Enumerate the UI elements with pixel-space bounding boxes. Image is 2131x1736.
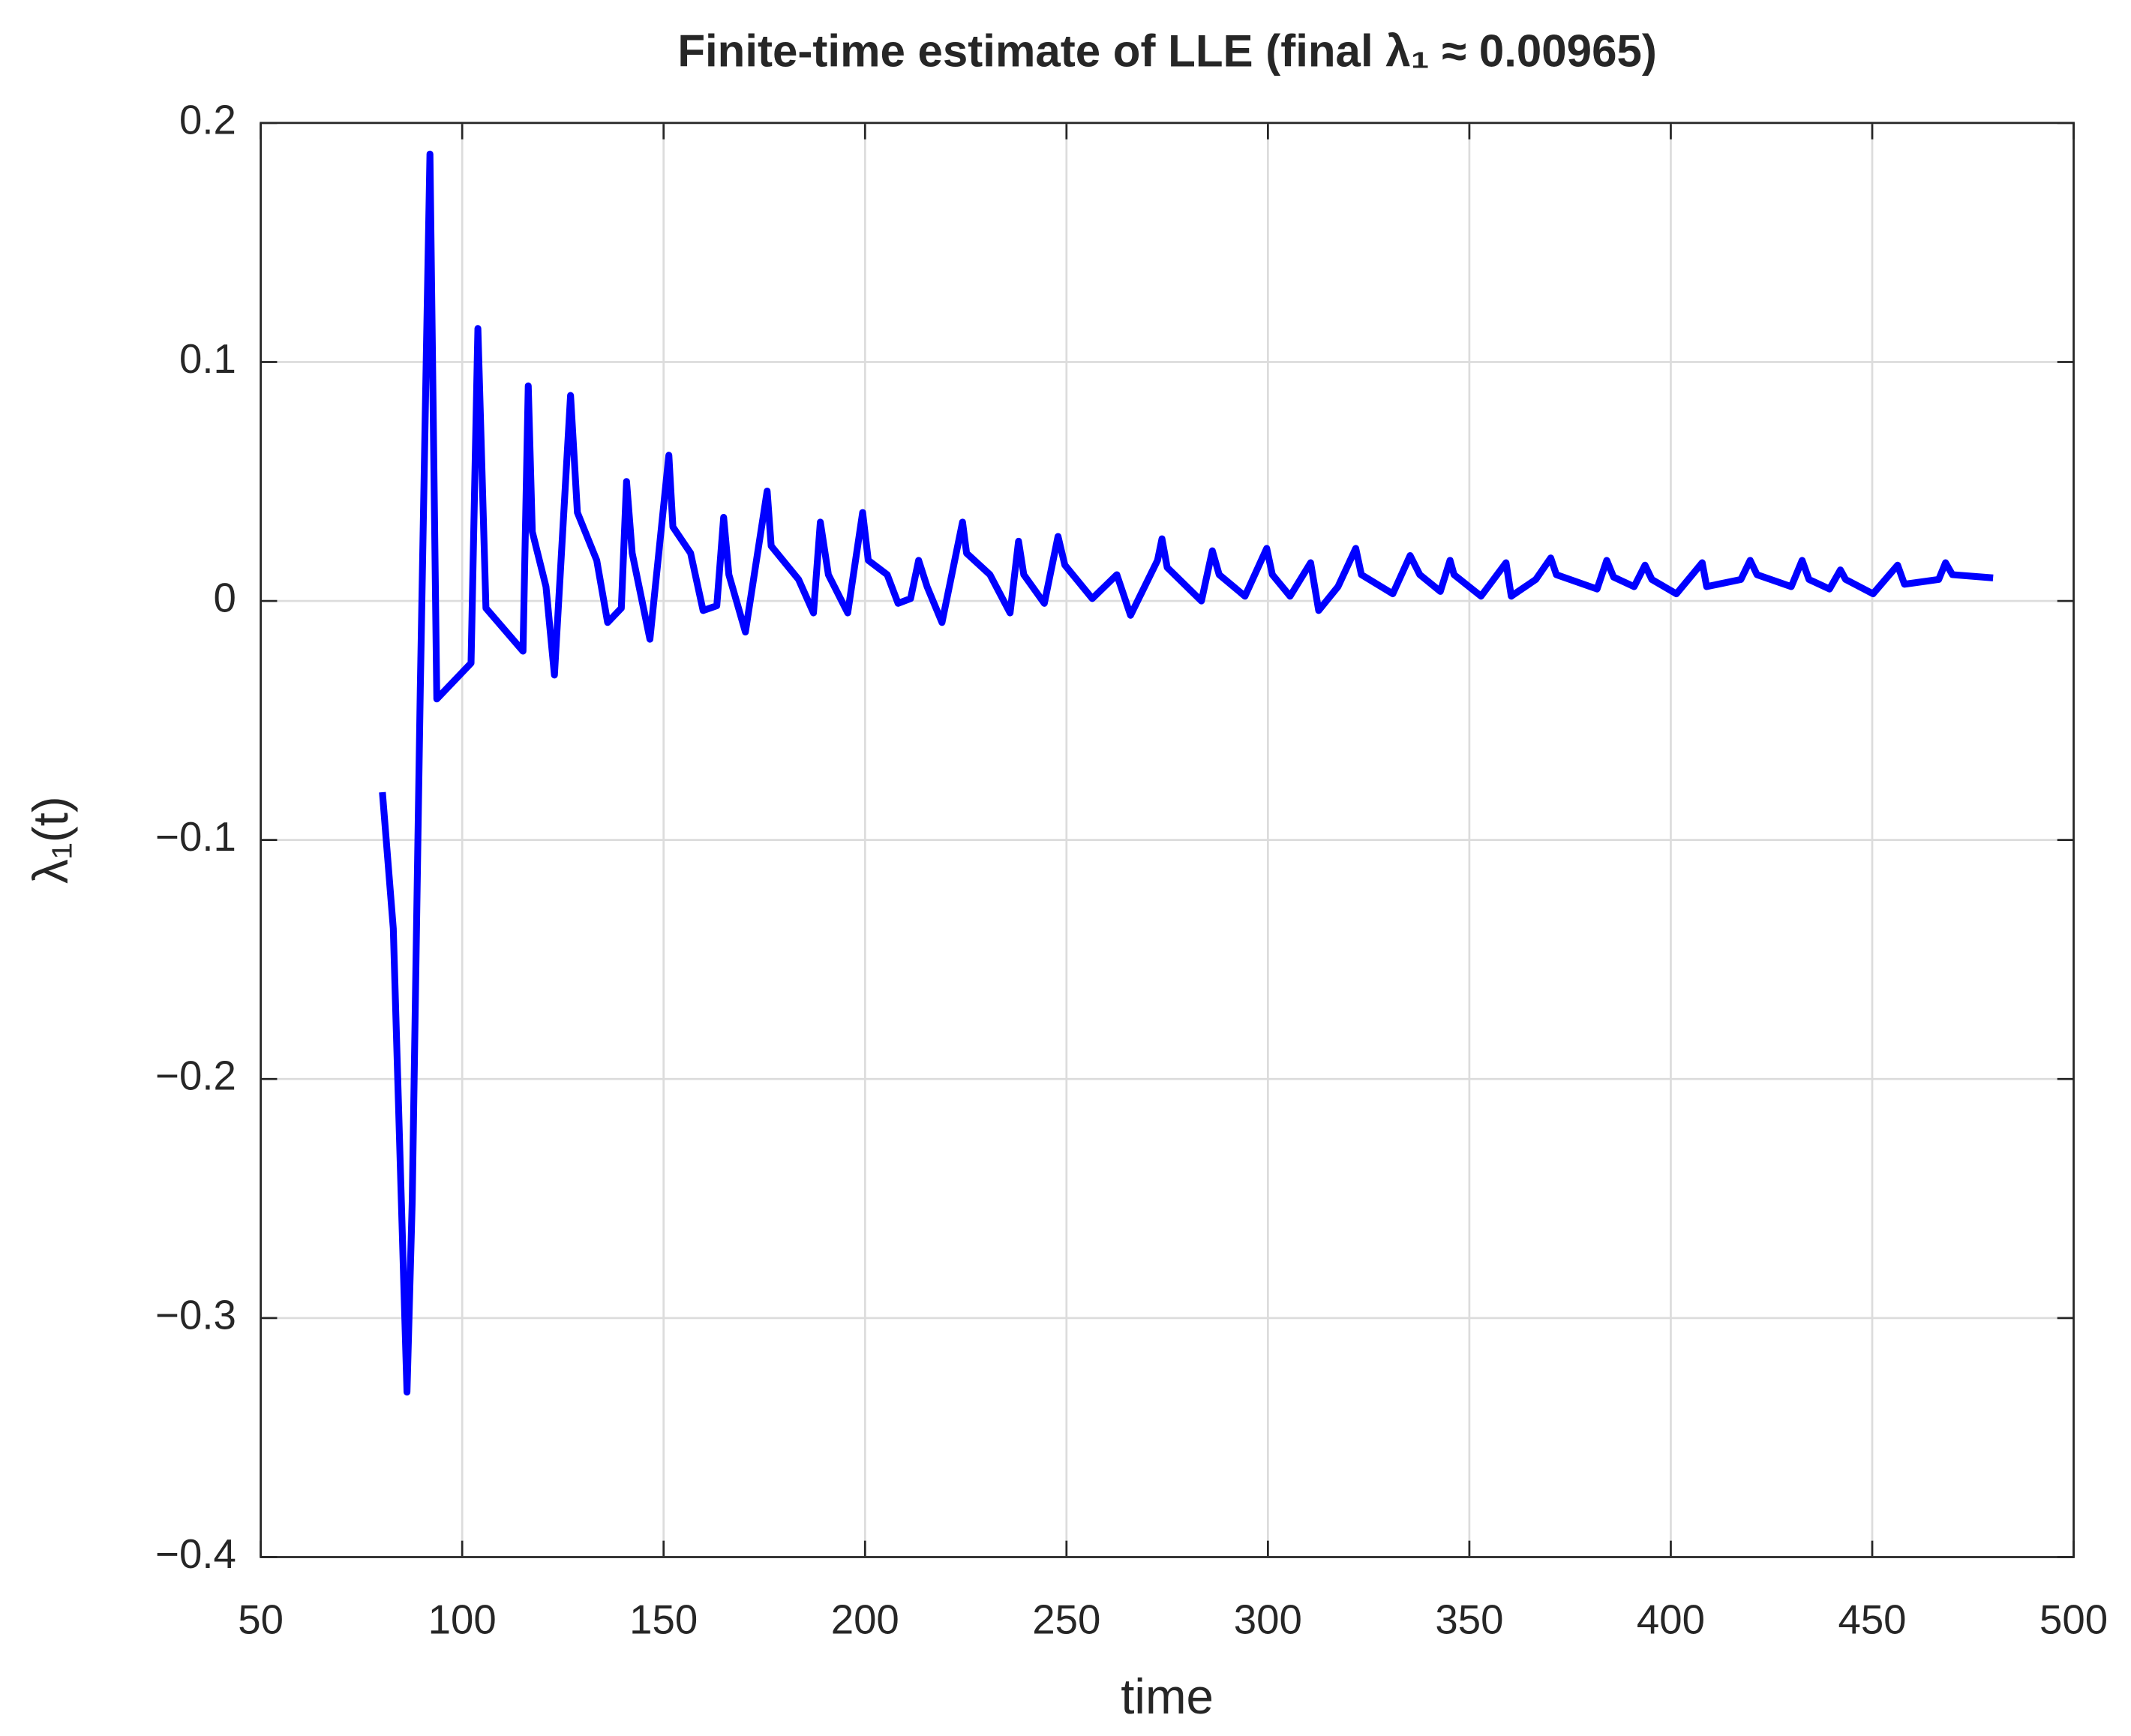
y-tick-label: −0.4 xyxy=(155,1531,236,1577)
x-tick-label: 350 xyxy=(1435,1596,1503,1642)
y-tick-label: 0.2 xyxy=(179,97,236,143)
x-tick-label: 250 xyxy=(1032,1596,1100,1642)
y-tick-label: −0.1 xyxy=(155,814,236,860)
x-tick-label: 450 xyxy=(1838,1596,1906,1642)
x-axis-label: time xyxy=(1121,1669,1214,1724)
y-tick-label: −0.2 xyxy=(155,1053,236,1099)
y-tick-label: 0 xyxy=(213,575,236,620)
plot-frame xyxy=(260,122,2075,1558)
x-tick-label: 50 xyxy=(238,1596,284,1642)
x-tick-label: 500 xyxy=(2039,1596,2108,1642)
data-line xyxy=(379,150,1994,1396)
y-tick-label: 0.1 xyxy=(179,336,236,382)
x-tick-label: 300 xyxy=(1234,1596,1302,1642)
x-tick-label: 200 xyxy=(831,1596,899,1642)
y-tick-label: −0.3 xyxy=(155,1292,236,1338)
x-tick-label: 150 xyxy=(629,1596,698,1642)
x-tick-label: 100 xyxy=(428,1596,497,1642)
chart-title: Finite-time estimate of LLE (final λ₁ ≈ … xyxy=(677,26,1657,77)
y-axis-label: λ₁(t) xyxy=(23,796,78,884)
x-tick-label: 400 xyxy=(1637,1596,1705,1642)
